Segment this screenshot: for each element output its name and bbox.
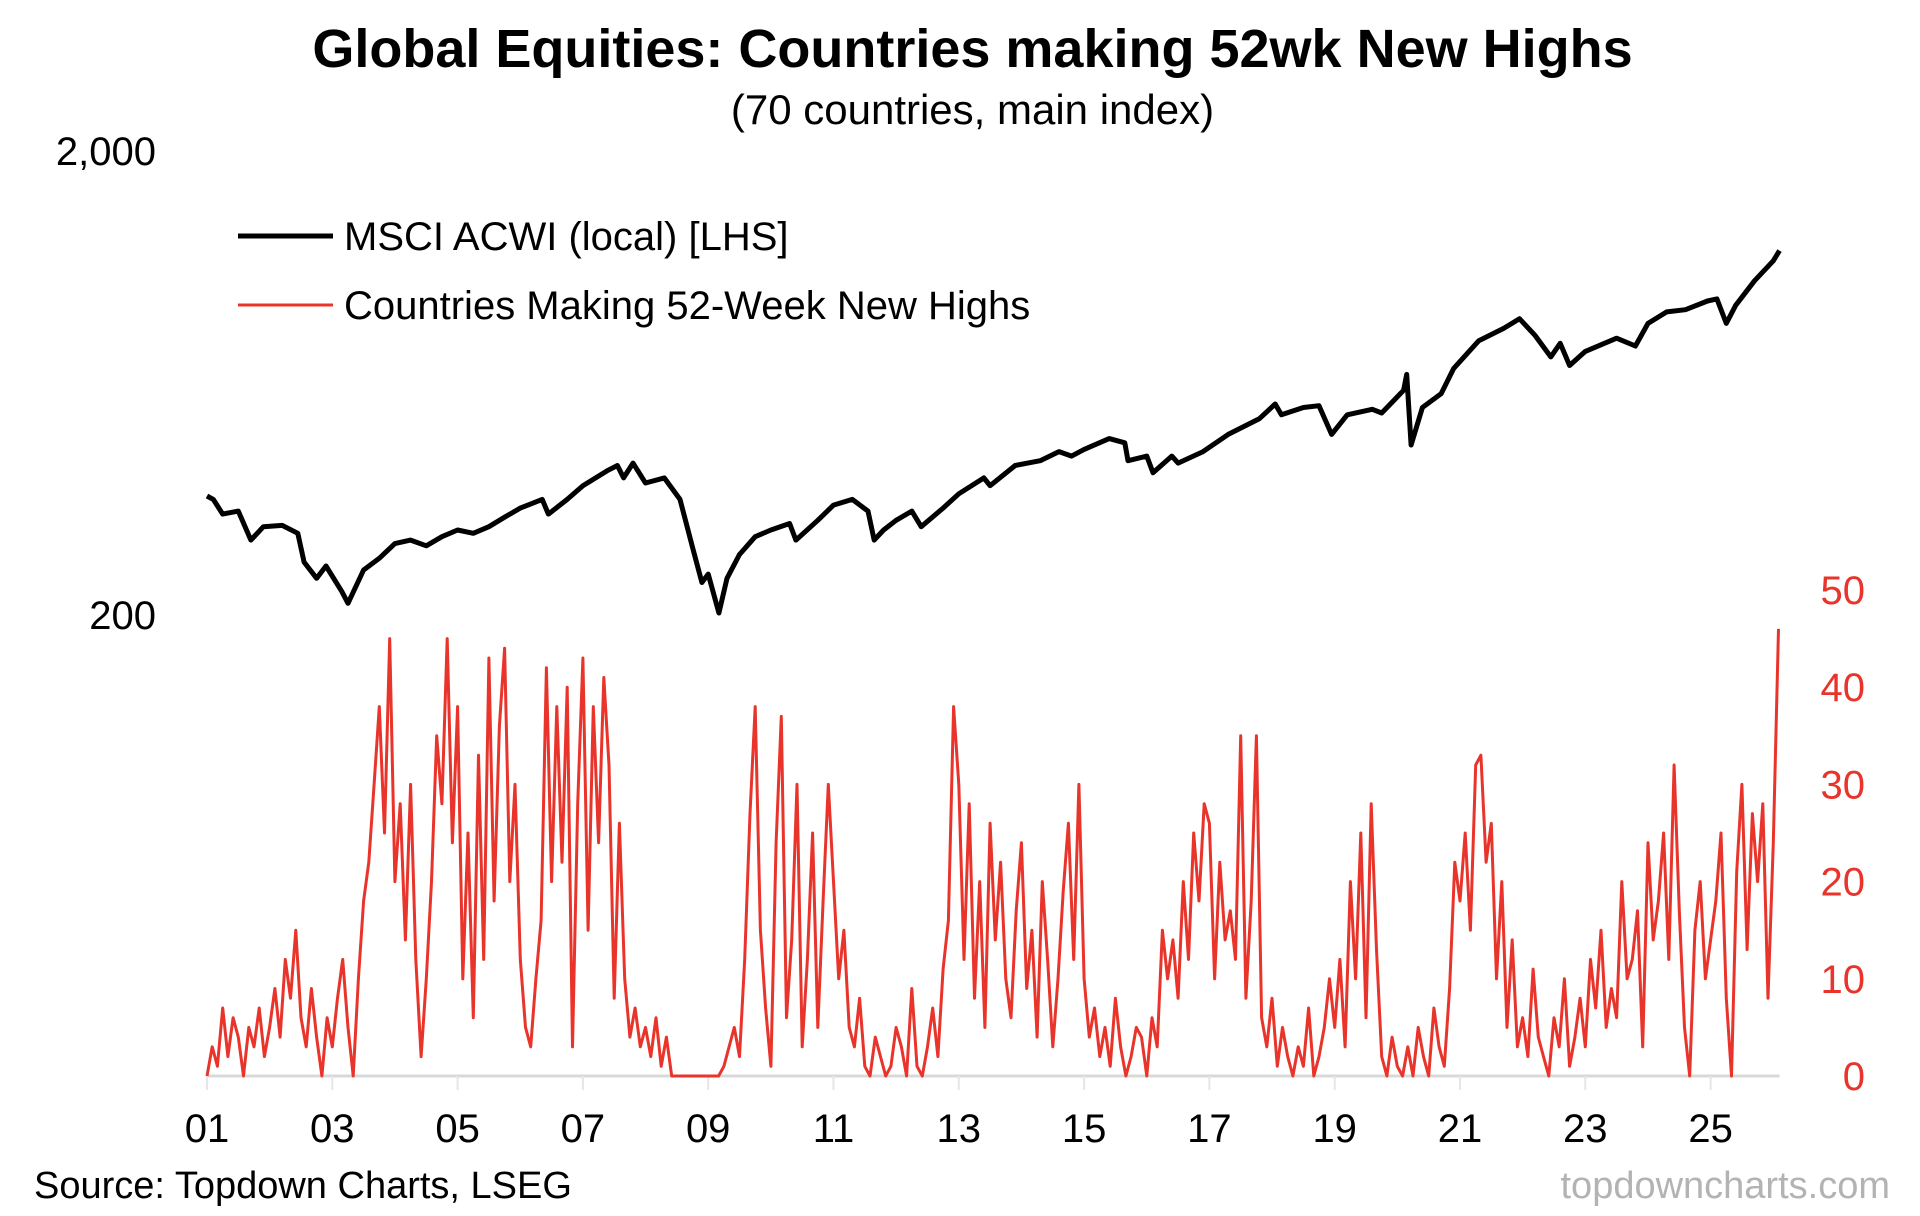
x-tick-label: 03 (310, 1107, 355, 1151)
x-tick-label: 21 (1438, 1107, 1483, 1151)
x-tick-label: 19 (1312, 1107, 1357, 1151)
right-tick-label: 20 (1821, 861, 1866, 905)
x-tick-label: 09 (686, 1107, 731, 1151)
x-tick-label: 15 (1062, 1107, 1107, 1151)
watermark: topdowncharts.com (1560, 1165, 1891, 1207)
legend-label-new-highs: Countries Making 52-Week New Highs (344, 284, 1030, 328)
x-tick-label: 11 (813, 1107, 855, 1151)
x-tick-label: 17 (1187, 1107, 1232, 1151)
right-tick-label: 0 (1843, 1055, 1865, 1099)
source-note: Source: Topdown Charts, LSEG (34, 1165, 572, 1207)
right-tick-label: 30 (1821, 763, 1866, 807)
series-line-new-highs (205, 628, 1780, 1078)
right-tick-label: 50 (1821, 569, 1866, 613)
left-tick-label: 2,000 (56, 130, 156, 174)
right-tick-label: 10 (1821, 958, 1866, 1002)
x-tick-label: 07 (561, 1107, 606, 1151)
x-tick-label: 01 (185, 1107, 230, 1151)
legend: MSCI ACWI (local) [LHS] Countries Making… (238, 215, 1030, 328)
right-tick-label: 40 (1821, 666, 1866, 710)
legend-label-acwi: MSCI ACWI (local) [LHS] (344, 215, 789, 259)
chart-subtitle: (70 countries, main index) (730, 86, 1215, 133)
chart-title: Global Equities: Countries making 52wk N… (312, 19, 1633, 79)
x-tick-label: 13 (937, 1107, 982, 1151)
series-line-msci-acwi (205, 249, 1782, 616)
x-tick-label: 05 (435, 1107, 480, 1151)
left-tick-label: 200 (89, 594, 156, 638)
x-tick-label: 23 (1563, 1107, 1608, 1151)
x-tick-label: 25 (1688, 1107, 1733, 1151)
